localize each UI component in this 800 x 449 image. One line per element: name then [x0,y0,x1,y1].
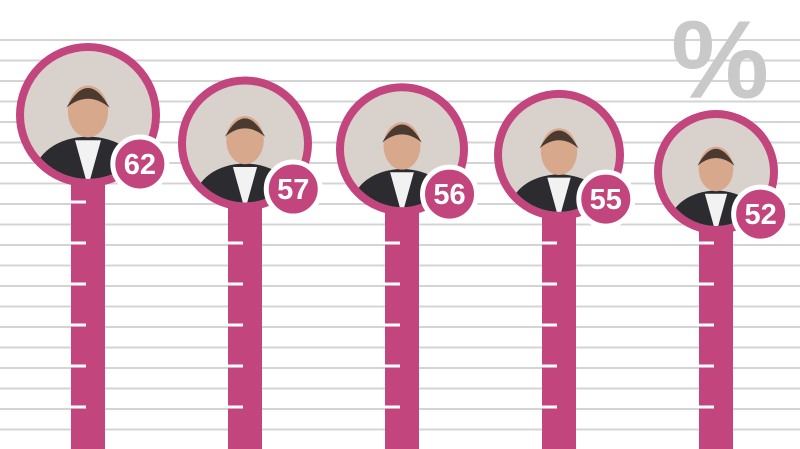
value-badge [576,169,636,229]
value-badge [263,159,323,219]
value-badge [731,184,791,244]
portrait-hair [382,124,422,143]
portrait-shirt [390,172,414,208]
portrait-shirt [232,166,258,203]
portrait-shirt [75,140,101,179]
portrait-shirt [704,193,728,226]
portrait-hair [539,130,579,149]
portrait-hair [224,118,266,137]
portrait-hair [66,88,110,108]
portrait-shirt [547,177,571,212]
value-label: 62 [124,149,156,181]
thermometers: 62 57 56 55 52 [16,43,791,449]
value-badge [110,134,170,194]
value-label: 55 [590,184,622,216]
value-label: 52 [745,199,777,231]
unit-symbol: % [671,0,769,122]
portrait-hair [697,148,735,166]
value-badge [420,164,480,224]
value-label: 56 [433,179,465,211]
value-label: 57 [277,174,309,206]
